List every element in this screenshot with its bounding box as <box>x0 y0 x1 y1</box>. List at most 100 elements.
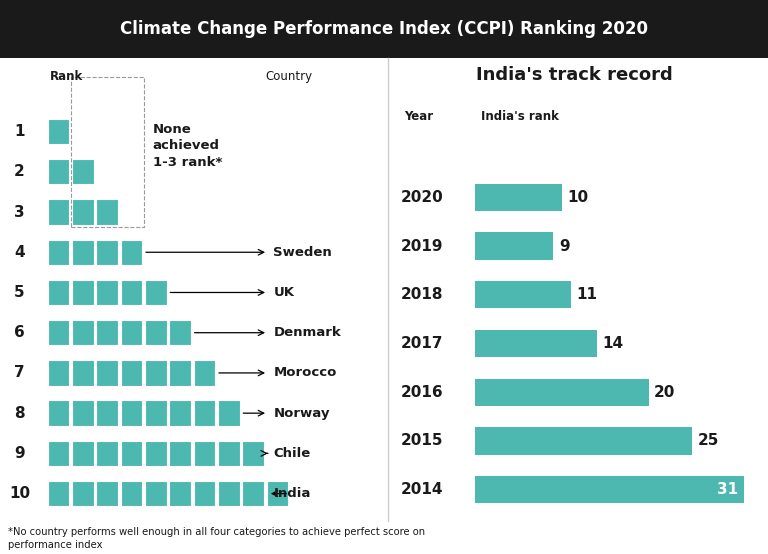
Bar <box>48 441 69 466</box>
Bar <box>71 76 144 227</box>
Text: 9: 9 <box>559 239 570 254</box>
Bar <box>72 159 94 184</box>
Bar <box>218 401 240 426</box>
Bar <box>475 184 562 211</box>
Bar <box>96 481 118 506</box>
Bar <box>96 360 118 386</box>
Bar <box>96 320 118 345</box>
Bar <box>145 441 167 466</box>
Text: UK: UK <box>273 286 294 299</box>
Bar <box>121 320 142 345</box>
Bar <box>72 481 94 506</box>
Text: Year: Year <box>404 110 433 123</box>
Bar <box>72 280 94 305</box>
Bar <box>96 401 118 426</box>
Text: 10: 10 <box>568 190 588 205</box>
Bar <box>242 481 264 506</box>
Bar <box>194 441 216 466</box>
Bar <box>194 401 216 426</box>
Bar <box>475 281 571 309</box>
Text: 5: 5 <box>14 285 25 300</box>
Text: 4: 4 <box>14 245 25 260</box>
Bar <box>96 280 118 305</box>
Text: 9: 9 <box>14 446 25 461</box>
Bar <box>72 401 94 426</box>
Bar <box>48 199 69 225</box>
Text: *No country performs well enough in all four categories to achieve perfect score: *No country performs well enough in all … <box>8 527 425 550</box>
Bar <box>96 239 118 265</box>
Bar <box>242 441 264 466</box>
Bar <box>121 401 142 426</box>
Bar <box>475 427 692 454</box>
Bar <box>121 239 142 265</box>
Bar <box>169 481 191 506</box>
Bar <box>48 360 69 386</box>
Text: India's rank: India's rank <box>481 110 559 123</box>
Bar <box>169 320 191 345</box>
Bar <box>169 401 191 426</box>
Text: 2016: 2016 <box>401 384 444 399</box>
Bar <box>475 330 597 357</box>
Bar <box>48 119 69 144</box>
Text: 11: 11 <box>576 288 598 302</box>
Bar <box>72 320 94 345</box>
Bar <box>194 360 216 386</box>
Bar <box>218 441 240 466</box>
Text: 14: 14 <box>602 336 624 351</box>
Text: 2: 2 <box>14 165 25 179</box>
Text: 6: 6 <box>14 325 25 340</box>
Text: 20: 20 <box>654 384 676 399</box>
Bar <box>145 280 167 305</box>
Bar <box>475 233 554 260</box>
Text: India's track record: India's track record <box>475 66 673 84</box>
Bar <box>48 320 69 345</box>
Text: 2020: 2020 <box>401 190 444 205</box>
Bar <box>169 360 191 386</box>
Bar <box>72 199 94 225</box>
Bar <box>121 441 142 466</box>
Bar <box>218 481 240 506</box>
Text: 8: 8 <box>14 406 25 420</box>
Text: None
achieved
1-3 rank*: None achieved 1-3 rank* <box>153 122 222 168</box>
Text: 1: 1 <box>14 124 25 139</box>
Text: Country: Country <box>266 70 313 83</box>
Bar <box>121 360 142 386</box>
Text: 7: 7 <box>14 366 25 381</box>
Text: Denmark: Denmark <box>273 326 341 339</box>
Bar <box>96 199 118 225</box>
Bar <box>121 280 142 305</box>
Bar <box>48 401 69 426</box>
Bar <box>72 441 94 466</box>
Bar <box>145 401 167 426</box>
Text: Sweden: Sweden <box>273 246 332 259</box>
Bar <box>72 239 94 265</box>
Text: Norway: Norway <box>273 407 329 420</box>
Bar <box>48 280 69 305</box>
Bar <box>475 378 649 406</box>
Text: 2014: 2014 <box>401 482 443 497</box>
Text: 3: 3 <box>14 204 25 219</box>
Text: 10: 10 <box>8 486 30 501</box>
Text: Climate Change Performance Index (CCPI) Ranking 2020: Climate Change Performance Index (CCPI) … <box>120 20 648 38</box>
Text: Chile: Chile <box>273 447 310 460</box>
Text: 2015: 2015 <box>401 433 443 448</box>
Bar <box>145 481 167 506</box>
Text: 31: 31 <box>717 482 738 497</box>
Bar <box>96 441 118 466</box>
Bar <box>266 481 289 506</box>
Bar <box>169 441 191 466</box>
Text: Rank: Rank <box>51 70 84 83</box>
Bar <box>475 476 744 503</box>
Bar <box>145 320 167 345</box>
Bar <box>48 239 69 265</box>
Bar <box>72 360 94 386</box>
Text: 2018: 2018 <box>401 288 443 302</box>
Text: 25: 25 <box>697 433 719 448</box>
Text: 2019: 2019 <box>401 239 443 254</box>
Bar <box>48 159 69 184</box>
Bar <box>121 481 142 506</box>
Bar <box>48 481 69 506</box>
Text: Morocco: Morocco <box>273 366 336 379</box>
Bar <box>194 481 216 506</box>
Bar <box>145 360 167 386</box>
